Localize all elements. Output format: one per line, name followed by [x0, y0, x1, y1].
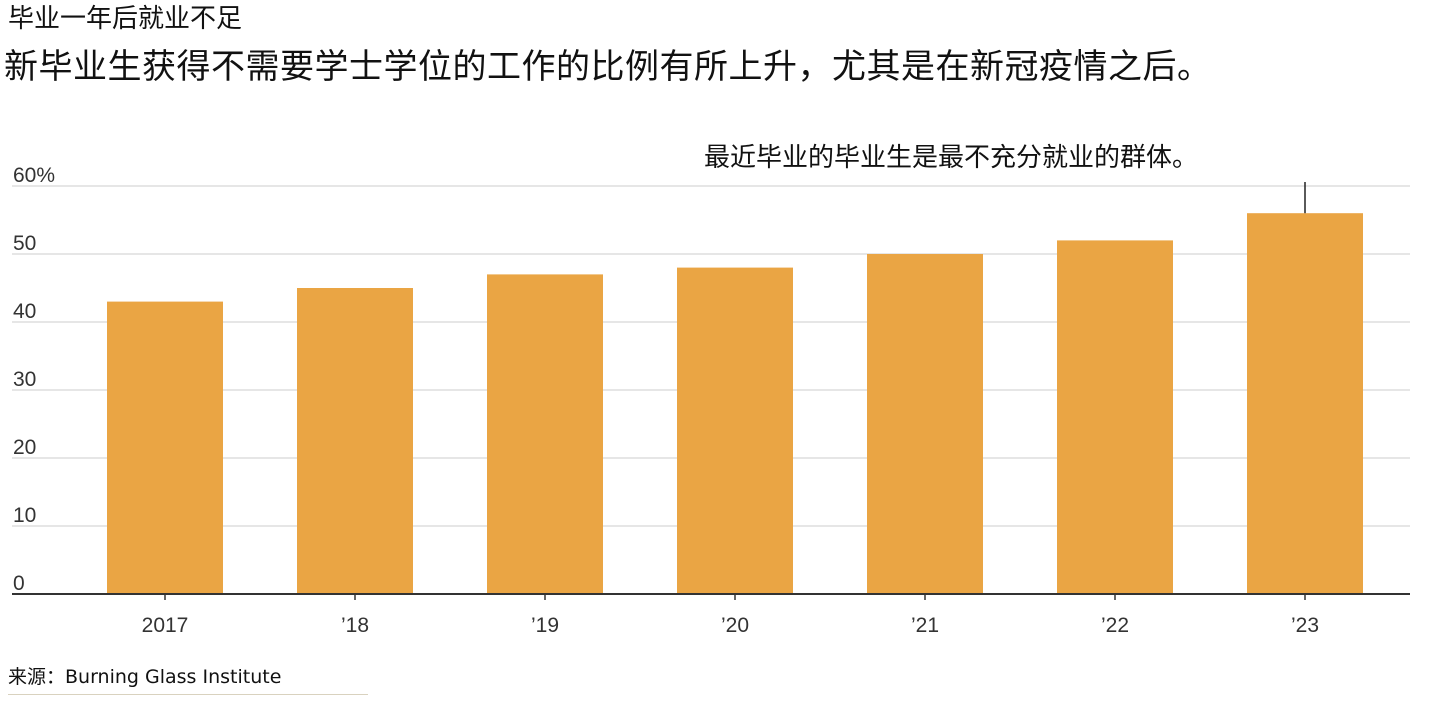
chart-kicker: 毕业一年后就业不足 — [8, 4, 243, 34]
x-tick-label: ’21 — [911, 614, 939, 637]
bar — [867, 254, 983, 594]
y-tick-label: 10 — [13, 504, 36, 527]
x-tick-label: ’18 — [341, 614, 369, 637]
x-tick-label: ’22 — [1101, 614, 1129, 637]
x-tick-label: ’19 — [531, 614, 559, 637]
bar — [677, 267, 793, 594]
bar — [297, 288, 413, 594]
y-tick-label: 20 — [13, 436, 36, 459]
y-axis-ticks: 0 10 20 30 40 50 60% — [13, 164, 55, 595]
bar — [487, 274, 603, 594]
annotation-group: 最近毕业的毕业生是最不充分就业的群体。 — [704, 143, 1306, 214]
x-tick-label: ’20 — [721, 614, 749, 637]
y-tick-label: 50 — [13, 232, 36, 255]
x-axis-ticks: 2017 ’18 ’19 ’20 ’21 ’22 ’23 — [142, 594, 1319, 637]
annotation-text: 最近毕业的毕业生是最不充分就业的群体。 — [704, 143, 1198, 173]
source-divider — [8, 694, 368, 695]
bars — [107, 213, 1363, 594]
bar — [1057, 240, 1173, 594]
bar — [107, 301, 223, 594]
y-tick-label: 40 — [13, 300, 36, 323]
y-tick-label: 60% — [13, 164, 55, 187]
x-tick-label: ’23 — [1291, 614, 1319, 637]
y-tick-label: 30 — [13, 368, 36, 391]
y-tick-label: 0 — [13, 572, 25, 595]
x-tick-label: 2017 — [142, 614, 189, 637]
bar — [1247, 213, 1363, 594]
chart-headline: 新毕业生获得不需要学士学位的工作的比例有所上升，尤其是在新冠疫情之后。 — [4, 47, 1212, 87]
source-note: 来源：Burning Glass Institute — [8, 666, 282, 688]
